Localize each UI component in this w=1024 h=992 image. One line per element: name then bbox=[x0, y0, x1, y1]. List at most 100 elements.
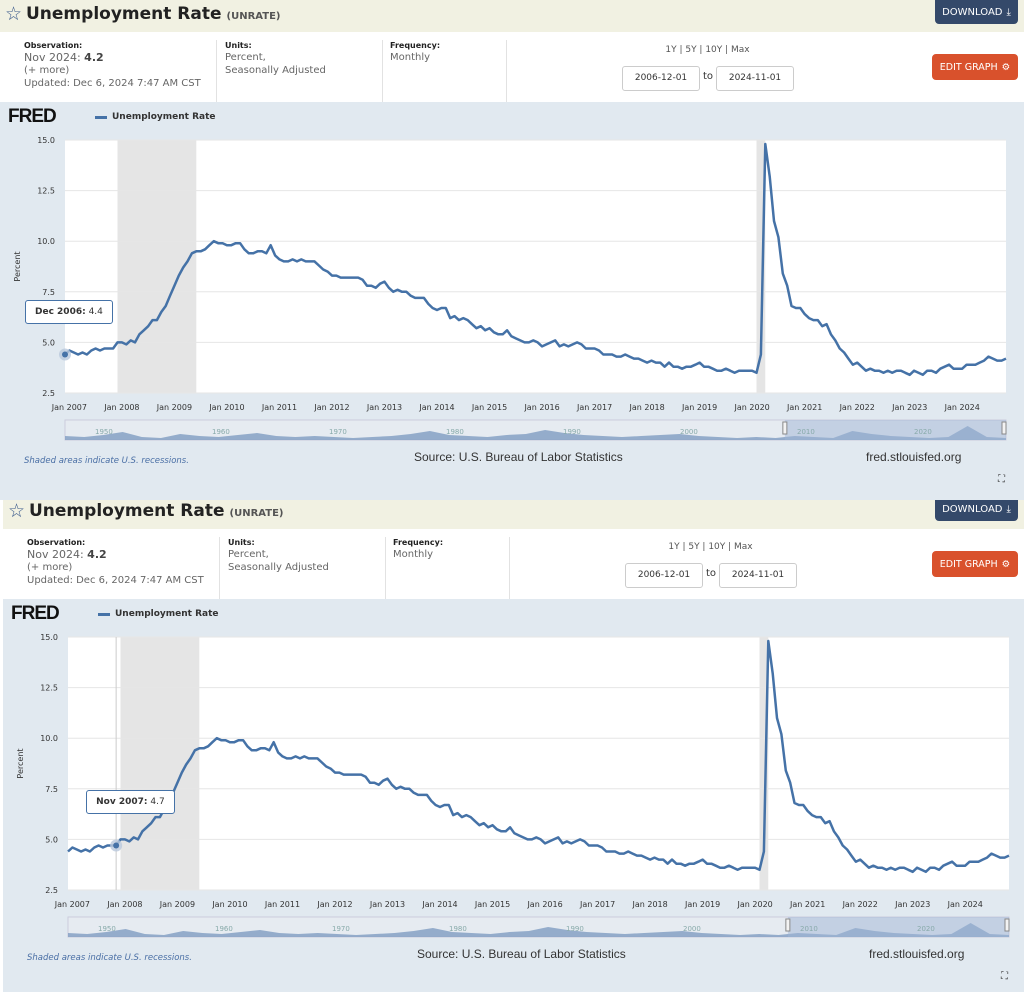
edit-graph-button[interactable]: EDIT GRAPH ⚙ bbox=[932, 551, 1018, 577]
y-tick-label: 7.5 bbox=[42, 288, 55, 297]
y-tick-label: 10.0 bbox=[37, 237, 55, 246]
observation-label: Observation: bbox=[24, 41, 83, 50]
units-line2: Seasonally Adjusted bbox=[228, 562, 329, 573]
plot-background bbox=[68, 637, 1009, 890]
x-tick-label: Jan 2013 bbox=[369, 900, 405, 909]
x-tick-label: Jan 2009 bbox=[159, 900, 195, 909]
navigator-label: 2000 bbox=[680, 428, 698, 436]
end-date-input[interactable]: 2024-11-01 bbox=[719, 563, 797, 588]
x-tick-label: Jan 2012 bbox=[313, 403, 349, 412]
site-text[interactable]: fred.stlouisfed.org bbox=[866, 450, 962, 464]
legend-item[interactable]: Unemployment Rate bbox=[95, 112, 216, 122]
observation-label: Observation: bbox=[27, 538, 86, 547]
series-line bbox=[64, 142, 1007, 377]
navigator-label: 1970 bbox=[329, 428, 347, 436]
tooltip-value: 4.7 bbox=[150, 797, 165, 808]
x-tick-label: Jan 2019 bbox=[684, 900, 720, 909]
x-tick-label: Jan 2010 bbox=[208, 403, 244, 412]
site-text[interactable]: fred.stlouisfed.org bbox=[869, 947, 965, 961]
series-panel: ☆ Unemployment Rate (UNRATE) DOWNLOAD ⤓ Ob… bbox=[0, 0, 1024, 500]
fullscreen-icon[interactable]: ⛶ bbox=[998, 474, 1005, 485]
more-link[interactable]: (+ more) bbox=[24, 65, 70, 76]
line-chart[interactable]: 2.5 5.0 7.5 10.0 12.5 15.0 Percent Jan 2007 Jan … bbox=[0, 0, 1024, 500]
series-line bbox=[67, 639, 1010, 874]
download-icon: ⤓ bbox=[1006, 503, 1011, 515]
x-tick-label: Jan 2008 bbox=[106, 900, 142, 909]
series-title: Unemployment Rate (UNRATE) bbox=[26, 4, 280, 24]
y-tick-label: 2.5 bbox=[42, 389, 55, 398]
x-tick-label: Jan 2007 bbox=[54, 900, 90, 909]
updated-text: Updated: Dec 6, 2024 7:47 AM CST bbox=[24, 78, 201, 89]
x-tick-label: Jan 2010 bbox=[211, 900, 247, 909]
legend-item[interactable]: Unemployment Rate bbox=[98, 609, 219, 619]
observation-value: 4.2 bbox=[84, 51, 104, 64]
observation-block: Observation: Nov 2024: 4.2 (+ more) Upda… bbox=[24, 40, 201, 90]
x-tick-label: Jan 2012 bbox=[316, 900, 352, 909]
units-label: Units: bbox=[225, 41, 252, 50]
x-tick-label: Jan 2014 bbox=[421, 900, 457, 909]
x-tick-label: Jan 2015 bbox=[474, 900, 510, 909]
edit-graph-button[interactable]: EDIT GRAPH ⚙ bbox=[932, 54, 1018, 80]
more-link[interactable]: (+ more) bbox=[27, 562, 73, 573]
favorite-star-icon[interactable]: ☆ bbox=[8, 500, 26, 522]
divider bbox=[219, 537, 220, 599]
navigator-label: 1950 bbox=[95, 428, 113, 436]
x-tick-label: Jan 2018 bbox=[631, 900, 667, 909]
observation-date: Nov 2024: bbox=[27, 548, 84, 561]
series-title-text: Unemployment Rate bbox=[29, 501, 225, 521]
y-tick-label: 15.0 bbox=[40, 633, 58, 642]
units-block: Units: Percent, Seasonally Adjusted bbox=[225, 40, 326, 77]
x-tick-label: Jan 2011 bbox=[261, 403, 297, 412]
x-tick-label: Jan 2008 bbox=[103, 403, 139, 412]
observation-value: 4.2 bbox=[87, 548, 107, 561]
y-axis-label: Percent bbox=[13, 251, 22, 281]
x-tick-label: Jan 2023 bbox=[891, 403, 927, 412]
fullscreen-icon[interactable]: ⛶ bbox=[1001, 971, 1008, 982]
x-tick-label: Jan 2017 bbox=[576, 403, 612, 412]
to-label: to bbox=[706, 568, 717, 579]
edit-graph-label: EDIT GRAPH bbox=[939, 61, 998, 73]
y-tick-label: 12.5 bbox=[40, 684, 58, 693]
range-links[interactable]: 1Y | 5Y | 10Y | Max bbox=[665, 45, 750, 55]
frequency-label: Frequency: bbox=[390, 41, 441, 50]
y-tick-label: 5.0 bbox=[45, 835, 58, 844]
end-date-input[interactable]: 2024-11-01 bbox=[716, 66, 794, 91]
gear-icon: ⚙ bbox=[1001, 558, 1011, 570]
legend-swatch bbox=[98, 612, 110, 616]
frequency-value: Monthly bbox=[393, 549, 434, 560]
recession-band bbox=[759, 637, 769, 890]
range-links[interactable]: 1Y | 5Y | 10Y | Max bbox=[668, 542, 753, 552]
x-tick-label: Jan 2018 bbox=[628, 403, 664, 412]
x-tick-label: Jan 2015 bbox=[471, 403, 507, 412]
start-date-input[interactable]: 2006-12-01 bbox=[622, 66, 700, 91]
frequency-value: Monthly bbox=[390, 52, 431, 63]
navigator-handle-left[interactable] bbox=[782, 421, 788, 435]
series-title-text: Unemployment Rate bbox=[26, 4, 222, 24]
fred-logo: FRED bbox=[8, 106, 57, 127]
navigator-label: 1970 bbox=[332, 925, 350, 933]
fred-logo: FRED bbox=[11, 603, 60, 624]
download-button[interactable]: DOWNLOAD ⤓ bbox=[935, 0, 1018, 24]
to-label: to bbox=[703, 71, 714, 82]
line-chart[interactable]: 2.5 5.0 7.5 10.0 12.5 15.0 Percent Jan 2007 Jan … bbox=[3, 497, 1024, 992]
recession-band bbox=[756, 140, 766, 393]
navigator-handle-left[interactable] bbox=[785, 918, 791, 932]
source-text: Source: U.S. Bureau of Labor Statistics bbox=[414, 450, 623, 464]
navigator-handle-right[interactable] bbox=[1004, 918, 1010, 932]
x-tick-label: Jan 2021 bbox=[786, 403, 822, 412]
divider bbox=[385, 537, 386, 599]
x-tick-label: Jan 2011 bbox=[264, 900, 300, 909]
units-label: Units: bbox=[228, 538, 255, 547]
navigator-handle-right[interactable] bbox=[1001, 421, 1007, 435]
observation-block: Observation: Nov 2024: 4.2 (+ more) Upda… bbox=[27, 537, 204, 587]
frequency-block: Frequency: Monthly bbox=[393, 537, 443, 561]
favorite-star-icon[interactable]: ☆ bbox=[5, 3, 23, 25]
series-title: Unemployment Rate (UNRATE) bbox=[29, 501, 283, 521]
download-button[interactable]: DOWNLOAD ⤓ bbox=[935, 497, 1018, 521]
download-icon: ⤓ bbox=[1006, 6, 1011, 18]
plot-background bbox=[65, 140, 1006, 393]
series-panel: ☆ Unemployment Rate (UNRATE) DOWNLOAD ⤓ Ob… bbox=[3, 497, 1024, 992]
download-label: DOWNLOAD bbox=[942, 6, 1003, 18]
x-tick-label: Jan 2007 bbox=[51, 403, 87, 412]
start-date-input[interactable]: 2006-12-01 bbox=[625, 563, 703, 588]
